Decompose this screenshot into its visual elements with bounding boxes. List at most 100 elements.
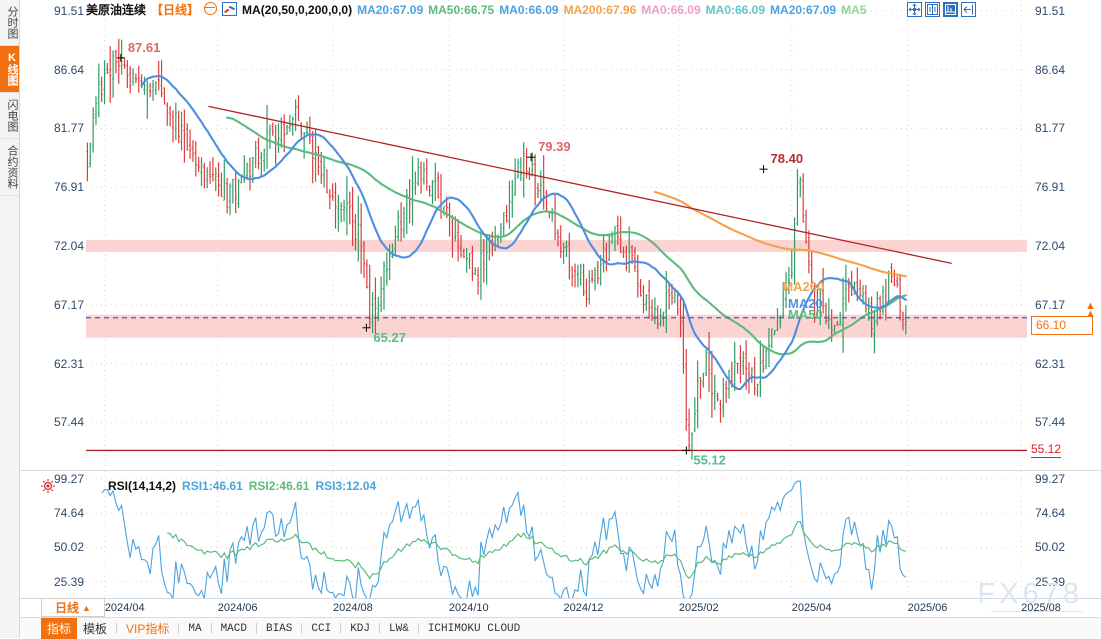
chart-scale-icon[interactable] — [925, 2, 940, 17]
price-annotation: 55.12 — [682, 446, 726, 467]
legend-ma0-a: MA0:66.09 — [499, 3, 559, 17]
rsi-tick-right: 25.39 — [1035, 574, 1066, 589]
svg-text:79.39: 79.39 — [538, 139, 571, 154]
toolbar-item-kdj[interactable]: KDJ — [350, 622, 371, 635]
left-sidebar: 分时图 K线图 闪电图 合约资料 — [0, 0, 20, 638]
legend-rsi1: RSI1:46.61 — [182, 479, 243, 493]
rsi-axis-left: 99.27 74.64 50.02 25.39 — [20, 471, 84, 599]
toolbar-separator — [210, 623, 212, 634]
chart-main-area: 美原油连续 【日线】 MA(20,50,0,200,0,0) MA20:67.09 MA… — [20, 0, 1101, 639]
legend-rsi2: RSI2:46.61 — [248, 479, 310, 493]
toolbar-separator — [255, 623, 257, 634]
price-annotation: 65.27 — [362, 323, 406, 345]
toolbar-separator — [301, 623, 303, 634]
date-tick: 2024/04 — [104, 602, 145, 614]
date-tick: 2024/08 — [333, 602, 373, 614]
price-tick-left: 62.31 — [53, 356, 84, 371]
price-tick-right: 91.51 — [1035, 3, 1066, 18]
collapse-panel-icon[interactable] — [961, 2, 976, 17]
low-price-tag: 55.12 — [1031, 442, 1062, 459]
date-tick: 2025/02 — [678, 602, 719, 614]
period-up-arrow-icon: ▲ — [82, 602, 91, 613]
period-selector-button[interactable]: 日线 ▲ — [41, 598, 105, 617]
period-label[interactable]: 【日线】 — [151, 3, 200, 17]
toolbar-item-macd[interactable]: MACD — [220, 622, 247, 635]
candlestick-bars — [86, 38, 908, 460]
chart-toolbar — [907, 2, 976, 17]
price-annotation: 79.39 — [527, 139, 571, 162]
rsi-plot-area[interactable] — [86, 471, 1027, 599]
price-tick-right: 67.17 — [1035, 297, 1066, 312]
price-tick-right: 81.77 — [1035, 121, 1066, 136]
symbol-name[interactable]: 美原油连续 — [86, 3, 147, 17]
rsi-tick-left: 74.64 — [53, 506, 84, 521]
rsi-legend: RSI(14,14,2) RSI1:46.61 RSI2:46.61 RSI3:12.… — [108, 479, 382, 493]
toolbar-separator — [116, 623, 118, 634]
rsi-chart-svg — [86, 471, 1027, 599]
toolbar-separator — [379, 623, 381, 634]
toolbar-separator — [417, 623, 419, 634]
date-tick: 2025/06 — [907, 602, 948, 614]
sidebar-item-timeline-chart[interactable]: 分时图 — [0, 0, 19, 46]
ma-formula[interactable]: MA(20,50,0,200,0,0) — [242, 3, 353, 17]
toolbar-item-bias[interactable]: BIAS — [265, 622, 293, 635]
price-annotation: 87.61 — [116, 40, 160, 62]
price-up-arrow-icon: ▲ ▲ — [1085, 299, 1096, 320]
rsi-formula[interactable]: RSI(14,14,2) — [108, 479, 177, 493]
svg-text:65.27: 65.27 — [373, 330, 406, 345]
date-tick: 2024/10 — [448, 602, 489, 614]
legend-ma200: MA200:67.96 — [563, 3, 637, 17]
toolbar-item-cci[interactable]: CCI — [311, 622, 332, 635]
rsi-settings-icon[interactable] — [40, 478, 56, 494]
sidebar-spacer — [0, 196, 19, 638]
price-plot-area[interactable]: 87.61 79.39 78.40 65.27 55.12 MA200 MA20 MA50 — [86, 0, 1027, 470]
price-tick-left: 67.17 — [53, 297, 84, 312]
price-tick-left: 81.77 — [53, 121, 84, 136]
price-axis-left: 91.51 86.64 81.77 76.91 72.04 67.17 62.31 57.44 — [20, 0, 84, 470]
price-chart-panel[interactable]: 91.51 86.64 81.77 76.91 72.04 67.17 62.31 57.44… — [20, 0, 1101, 470]
settings-circle-icon[interactable] — [204, 2, 218, 15]
rsi-tick-right: 74.64 — [1035, 506, 1066, 521]
chart-zoom-icon[interactable] — [943, 2, 958, 17]
legend-ma5: MA5 — [841, 3, 867, 17]
date-tick: 2025/04 — [791, 602, 832, 614]
chart-header: 美原油连续 【日线】 MA(20,50,0,200,0,0) MA20:67.09 MA… — [20, 0, 1101, 18]
toolbar-item-ichimoku-cloud[interactable]: ICHIMOKU CLOUD — [427, 622, 521, 635]
rsi-chart-panel[interactable]: 99.27 74.64 50.02 25.39 99.27 74.64 50.02 25.3… — [20, 470, 1101, 599]
price-tick-right: 62.31 — [1035, 356, 1066, 371]
sidebar-item-candlestick-chart[interactable]: K线图 — [0, 46, 19, 93]
legend-ma20-b: MA20:67.09 — [770, 3, 837, 17]
indicator-legend: 美原油连续 【日线】 MA(20,50,0,200,0,0) MA20:67.09 MA… — [86, 1, 871, 18]
watermark-underline — [991, 611, 1083, 612]
svg-text:78.40: 78.40 — [771, 151, 804, 166]
price-tick-right: 76.91 — [1035, 180, 1066, 195]
price-tick-right: 57.44 — [1035, 415, 1066, 430]
price-tick-left: 86.64 — [53, 62, 84, 77]
price-axis-right: 91.51 86.64 81.77 76.91 72.04 67.17 62.31 57.44 — [1029, 0, 1101, 470]
toolbar-item-ma[interactable]: MA — [188, 622, 202, 635]
legend-ma50: MA50:66.75 — [428, 3, 495, 17]
price-tick-right: 72.04 — [1035, 238, 1066, 253]
current-price-tag[interactable]: 66.10 — [1031, 315, 1093, 335]
rsi-axis-right: 99.27 74.64 50.02 25.39 — [1029, 471, 1101, 599]
legend-ma0-b: MA0:66.09 — [641, 3, 701, 17]
price-tick-right: 86.64 — [1035, 62, 1066, 77]
sidebar-item-contract-info[interactable]: 合约资料 — [0, 139, 19, 196]
rsi-tick-right: 50.02 — [1035, 540, 1066, 555]
toolbar-item-[interactable]: 模板 — [83, 622, 108, 636]
legend-rsi3: RSI3:12.04 — [315, 479, 377, 493]
sidebar-item-lightning-chart[interactable]: 闪电图 — [0, 93, 19, 139]
crosshair-move-icon[interactable] — [907, 2, 922, 17]
toolbar-separator — [178, 623, 180, 634]
toolbar-item-vip[interactable]: VIP指标 — [126, 622, 170, 636]
rsi-tick-right: 99.27 — [1035, 471, 1066, 486]
toolbar-item-lw[interactable]: LW& — [389, 622, 409, 635]
ma-indicator-icon[interactable] — [222, 2, 238, 16]
legend-ma0-c: MA0:66.09 — [705, 3, 766, 17]
legend-ma20: MA20:67.09 — [357, 3, 424, 17]
date-tick: 2024/12 — [563, 602, 604, 614]
price-tick-left: 72.04 — [53, 238, 84, 253]
bottom-toolbar-items: 指标 模板 VIP指标 MA MACD BIAS CCI KDJ LW& ICHIMOKU CLO… — [20, 618, 1101, 639]
toolbar-item-[interactable]: 指标 — [41, 618, 78, 639]
toolbar-separator — [340, 623, 342, 634]
